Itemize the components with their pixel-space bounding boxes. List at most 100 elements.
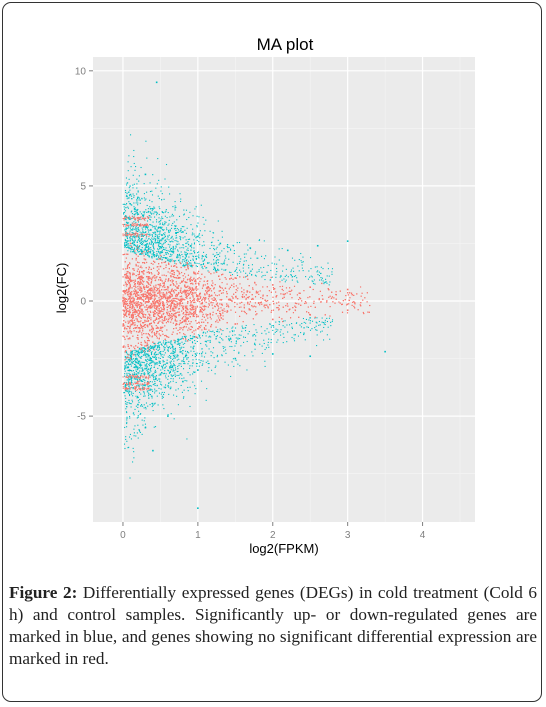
significant-point <box>151 405 153 408</box>
significant-point <box>146 246 148 248</box>
significant-point <box>192 348 194 350</box>
significant-point <box>153 379 155 381</box>
significant-point <box>155 351 157 353</box>
significant-point <box>152 402 154 404</box>
significant-point <box>173 250 175 252</box>
significant-point <box>156 235 158 237</box>
significant-point <box>147 371 149 373</box>
significant-point <box>205 352 207 354</box>
significant-point <box>172 346 174 348</box>
significant-point <box>268 338 270 340</box>
significant-point <box>157 226 160 228</box>
significant-point <box>194 261 196 263</box>
significant-point <box>145 140 147 142</box>
significant-point <box>125 400 127 403</box>
significant-point <box>139 357 141 359</box>
significant-point <box>128 385 130 387</box>
significant-point <box>126 182 128 184</box>
significant-point <box>188 367 191 369</box>
significant-point <box>172 380 174 382</box>
significant-point <box>137 400 139 402</box>
significant-point <box>168 223 170 225</box>
significant-point <box>315 321 317 323</box>
significant-point <box>194 235 196 237</box>
significant-point <box>149 233 151 235</box>
significant-point <box>239 260 241 263</box>
significant-point <box>137 379 139 381</box>
significant-point <box>174 232 177 234</box>
significant-point <box>182 343 184 345</box>
significant-point <box>174 350 177 352</box>
significant-point <box>227 338 230 340</box>
significant-point <box>129 359 131 362</box>
significant-point <box>322 321 324 324</box>
significant-point <box>137 350 139 352</box>
significant-point <box>181 247 183 249</box>
significant-point <box>172 222 174 224</box>
significant-point <box>157 240 159 242</box>
significant-point <box>173 248 175 250</box>
significant-point <box>281 270 284 272</box>
significant-point <box>157 244 160 246</box>
significant-point <box>319 324 321 326</box>
significant-point <box>147 345 149 347</box>
significant-point <box>320 272 322 274</box>
significant-point <box>158 346 160 348</box>
significant-point <box>126 353 129 355</box>
significant-point <box>125 411 128 413</box>
significant-point <box>201 355 203 357</box>
significant-point <box>139 250 141 252</box>
significant-point <box>131 377 133 379</box>
significant-point <box>161 372 163 374</box>
significant-point <box>140 349 142 351</box>
significant-point <box>210 263 212 265</box>
significant-point <box>321 277 323 279</box>
significant-point <box>124 239 126 242</box>
significant-point <box>160 353 162 355</box>
significant-point <box>193 336 196 338</box>
significant-point <box>137 395 139 397</box>
significant-point <box>151 375 153 377</box>
significant-point <box>142 234 144 237</box>
significant-point <box>137 363 139 365</box>
significant-point <box>184 350 187 352</box>
significant-point <box>250 270 252 272</box>
significant-point <box>171 344 173 346</box>
significant-point <box>160 257 162 259</box>
significant-point <box>279 331 281 333</box>
significant-point <box>207 262 209 264</box>
significant-point <box>174 262 176 264</box>
significant-point <box>164 344 166 346</box>
significant-point <box>196 225 198 227</box>
significant-point <box>143 349 145 351</box>
significant-point <box>194 385 196 387</box>
significant-point <box>136 193 138 195</box>
significant-point <box>177 365 179 368</box>
significant-point <box>226 264 228 266</box>
significant-point <box>147 248 150 250</box>
significant-point <box>221 355 223 357</box>
significant-point <box>138 246 140 248</box>
significant-point <box>145 356 147 358</box>
significant-point <box>126 412 128 414</box>
significant-point <box>185 262 187 264</box>
significant-point <box>141 361 143 363</box>
significant-point <box>202 351 204 353</box>
significant-point <box>124 385 126 387</box>
significant-point <box>181 346 183 348</box>
significant-point <box>322 339 325 341</box>
significant-point <box>173 252 175 254</box>
significant-point <box>136 209 138 211</box>
significant-point <box>180 251 182 253</box>
significant-point <box>131 233 133 235</box>
significant-point <box>131 351 133 353</box>
significant-point <box>138 237 140 239</box>
significant-point <box>195 265 197 267</box>
significant-point <box>135 354 137 356</box>
significant-point <box>303 327 305 329</box>
significant-point <box>193 252 196 254</box>
significant-point <box>162 212 164 214</box>
significant-point <box>123 203 126 205</box>
significant-point <box>152 245 154 247</box>
significant-point <box>203 331 205 333</box>
